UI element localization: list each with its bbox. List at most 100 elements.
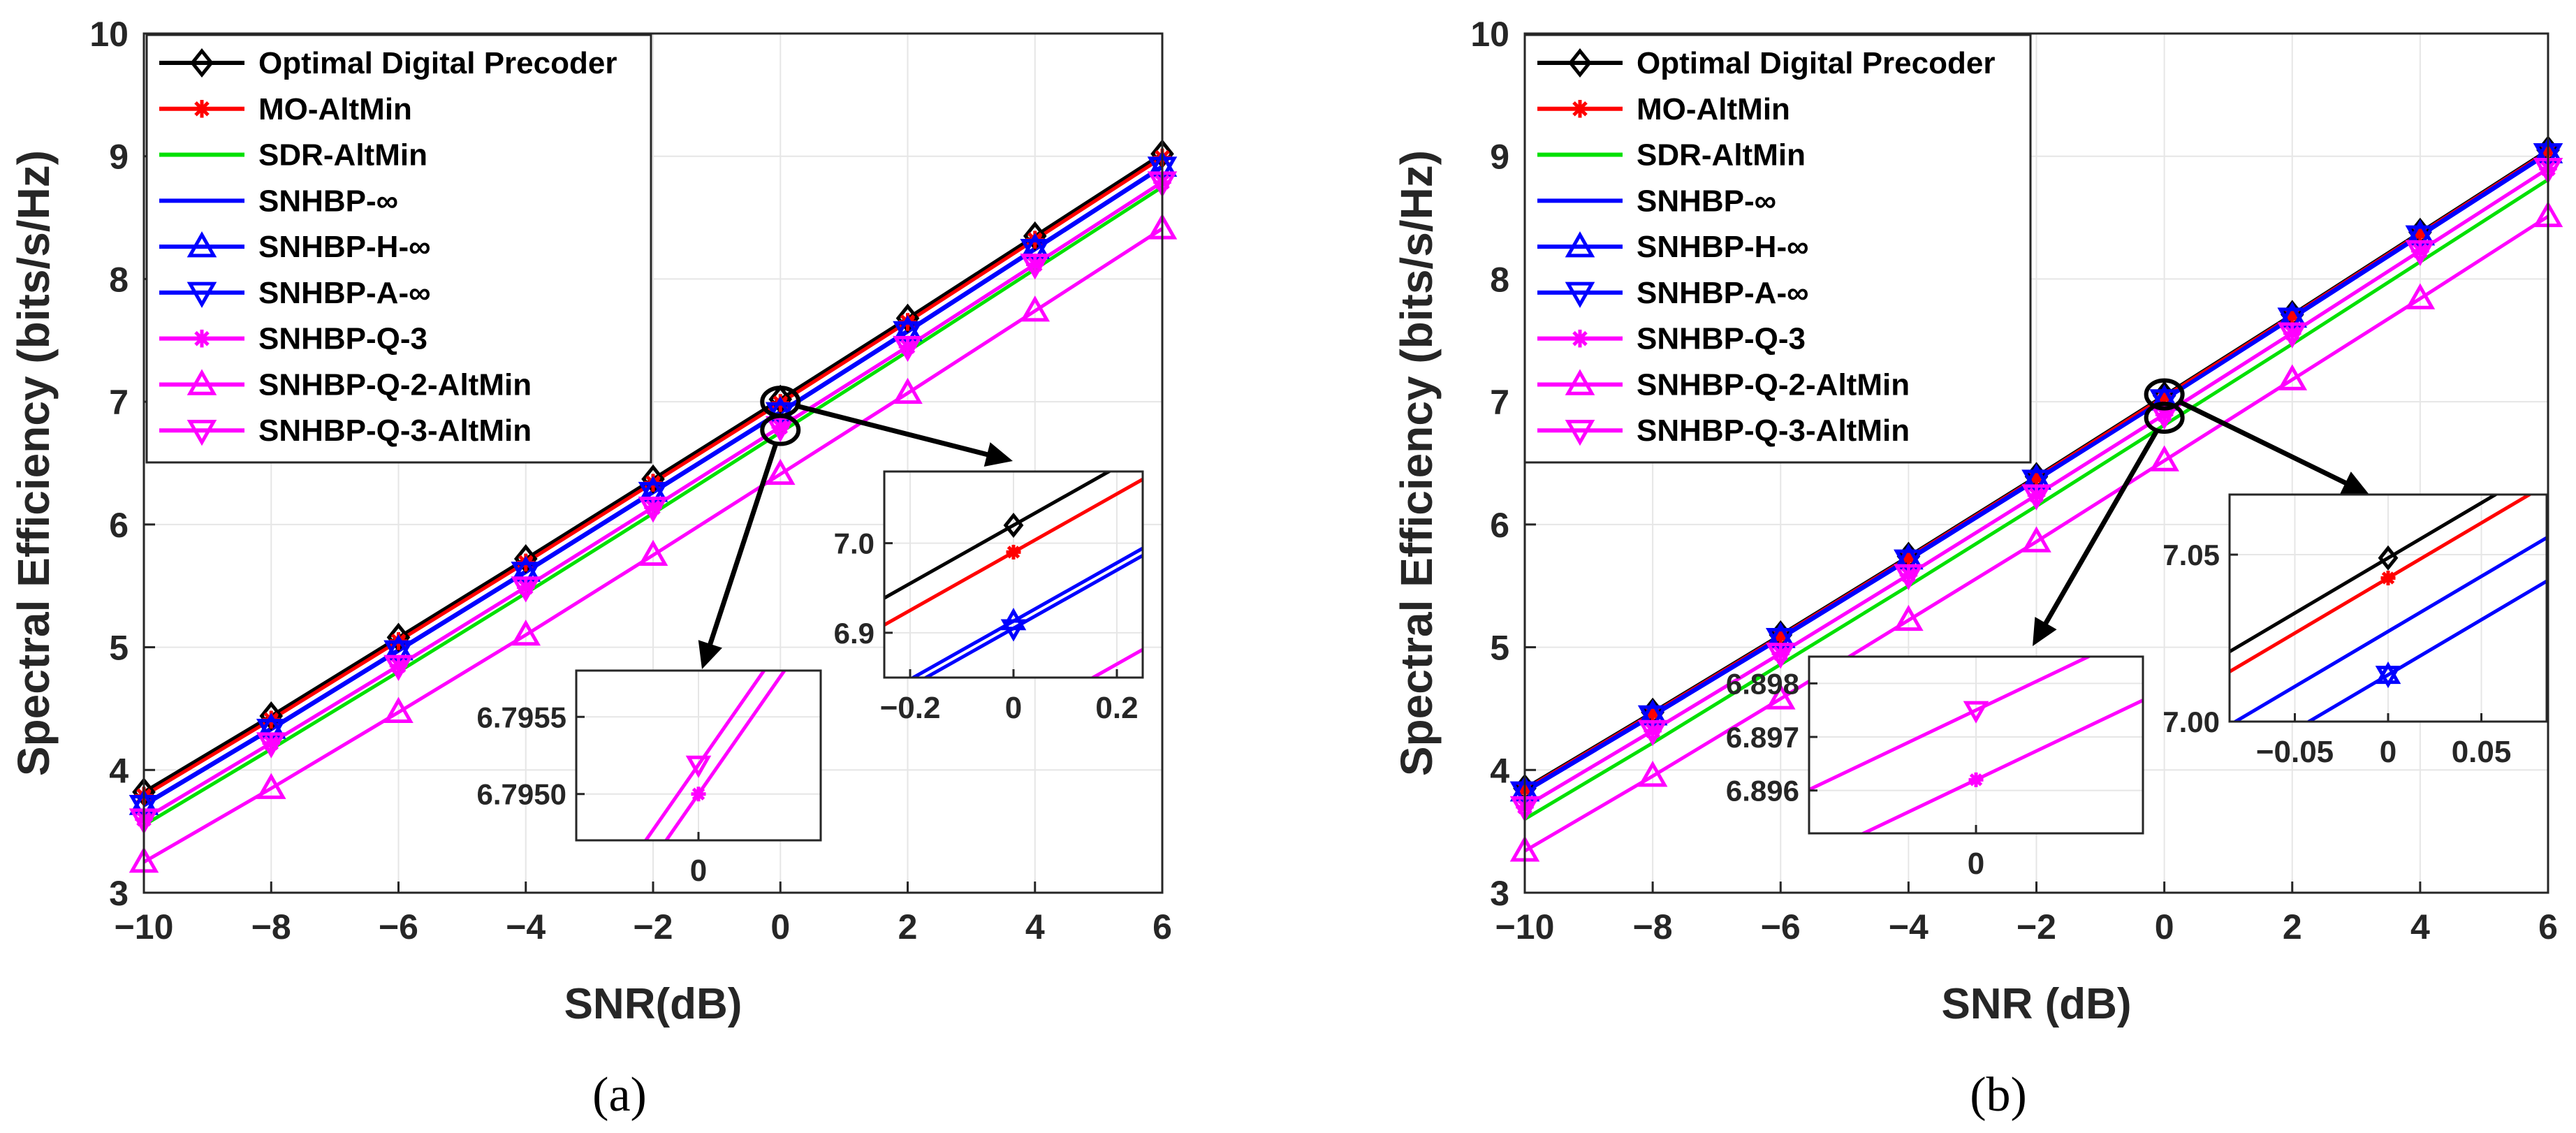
data-point-s8 [2277, 322, 2308, 349]
inset-lines [884, 472, 1143, 678]
data-point-s7 [1637, 761, 1668, 787]
inset-data-point-1-stroke [1007, 546, 1020, 559]
x-tick-label: 6 [2538, 907, 2558, 946]
y-tick-label: 7 [109, 383, 129, 422]
inset-series-line-0 [884, 472, 1113, 600]
data-point-s5 [1020, 239, 1051, 265]
legend-swatch-marker [1568, 47, 1592, 78]
data-point-s8 [511, 576, 541, 603]
inset-x-tick-label: −0.2 [880, 691, 941, 725]
inset-data-point-1-stroke [1969, 773, 1983, 787]
data-point-s7 [1765, 683, 1796, 710]
inset-lines [643, 671, 787, 840]
x-axis-label: SNR(dB) [564, 980, 742, 1028]
data-point-s5 [1765, 628, 1796, 655]
legend-swatch-marker [193, 100, 211, 118]
legend-label: SNHBP-Q-2-AltMin [1637, 367, 1910, 402]
inset-series-line-0 [643, 671, 766, 840]
x-tick-label: −4 [506, 907, 546, 946]
data-point-s5 [1637, 705, 1668, 732]
y-tick-label: 3 [109, 874, 129, 913]
x-tick-label: 2 [2283, 907, 2302, 946]
y-tick-label: 6 [109, 506, 129, 545]
legend-swatch-marker-stroke [194, 101, 210, 117]
data-point-s7 [765, 458, 796, 485]
data-point-s7 [1020, 295, 1051, 322]
x-tick-label: −8 [251, 907, 291, 946]
inset-data-point-1 [2380, 570, 2396, 585]
inset-data-point-0 [1963, 701, 1989, 724]
legend-label: MO-AltMin [1637, 92, 1790, 126]
legend-swatch-marker [186, 282, 217, 308]
legend-swatch-marker [186, 419, 217, 446]
x-tick-label: 4 [2410, 907, 2430, 946]
y-tick-label: 9 [1490, 138, 1509, 177]
data-point-s5 [2405, 225, 2436, 251]
x-tick-label: −2 [2017, 907, 2056, 946]
y-tick-label: 4 [1490, 751, 1509, 790]
inset-series-line-4 [1089, 648, 1143, 678]
data-point-s7 [2405, 283, 2436, 309]
zoom-arrow-head [2033, 617, 2057, 646]
data-point-s5 [2149, 389, 2179, 416]
legend: Optimal Digital Precoder MO-AltMin SDR-Alt… [1523, 34, 2032, 464]
y-tick-label: 10 [89, 15, 129, 54]
inset-x-tick-label: 0 [1968, 847, 1984, 881]
legend-label: SNHBP-Q-2-AltMin [258, 367, 532, 402]
inset-data-point-3-down [2375, 666, 2401, 689]
inset-data-point-1 [691, 787, 706, 802]
data-point-s8 [1894, 564, 1924, 590]
inset-y-tick-label: 6.7955 [477, 701, 566, 733]
data-point-s5 [383, 640, 414, 666]
legend-label: SNHBP-Q-3 [258, 322, 427, 356]
data-point-s8 [256, 732, 286, 759]
legend-label: SNHBP-∞ [258, 184, 398, 218]
x-tick-label: −8 [1633, 907, 1673, 946]
legend-label: SNHBP-Q-3-AltMin [1637, 414, 1910, 448]
data-point-s8 [638, 497, 668, 523]
legend-label: SNHBP-H-∞ [1637, 230, 1808, 264]
inset-data-point-0 [2378, 545, 2399, 571]
legend-swatch-marker [1565, 369, 1595, 395]
data-point-s8 [2405, 240, 2436, 267]
data-point-s8 [1020, 254, 1051, 280]
inset-y-tick-label: 7.0 [834, 527, 874, 560]
inset-y-tick-label: 6.7950 [477, 778, 566, 811]
legend-swatch-marker-stroke [194, 330, 210, 346]
data-point-s7 [383, 696, 414, 723]
data-point-s8 [2021, 484, 2051, 511]
legend-label: SDR-AltMin [1637, 138, 1806, 173]
legend-label: SNHBP-A-∞ [258, 276, 430, 310]
y-tick-label: 4 [109, 751, 129, 790]
inset-data-point-1 [1968, 772, 1984, 787]
inset-y-tick-label: 6.896 [1726, 775, 1799, 807]
inset-x-tick-label: 0 [690, 854, 707, 888]
inset-lines [2230, 495, 2547, 722]
inset-data-point-1-stroke [691, 787, 705, 801]
zoom-arrow [706, 444, 778, 650]
inset-grid [884, 472, 1143, 678]
inset-data-point-3 [1000, 619, 1027, 642]
data-point-s7 [638, 539, 668, 566]
legend-label: SNHBP-A-∞ [1637, 276, 1808, 310]
zoom-ellipse [2144, 378, 2185, 411]
data-point-s5 [893, 321, 923, 348]
legend-label: SNHBP-H-∞ [258, 230, 430, 264]
zoom-arrow-head [2339, 472, 2369, 495]
inset-x-tick-label: 0.05 [2452, 735, 2512, 769]
y-tick-label: 3 [1490, 874, 1509, 913]
y-axis-label: Spectral Efficiency (bits/s/Hz) [8, 150, 59, 776]
inset-x-tick-label: 0.2 [1095, 691, 1138, 725]
data-point-s8 [1637, 719, 1668, 747]
x-tick-label: −10 [115, 907, 174, 946]
x-axis-label: SNR (dB) [1941, 980, 2131, 1028]
data-point-s5 [1894, 549, 1924, 576]
data-point-s8 [893, 335, 923, 363]
inset-data-point-1 [1006, 544, 1021, 560]
y-tick-label: 5 [1490, 629, 1509, 668]
x-tick-label: 4 [1025, 907, 1045, 946]
x-tick-label: −6 [379, 907, 418, 946]
x-tick-label: 6 [1152, 907, 1172, 946]
data-point-s7 [256, 773, 286, 799]
legend-swatch-marker-stroke [1572, 330, 1588, 346]
